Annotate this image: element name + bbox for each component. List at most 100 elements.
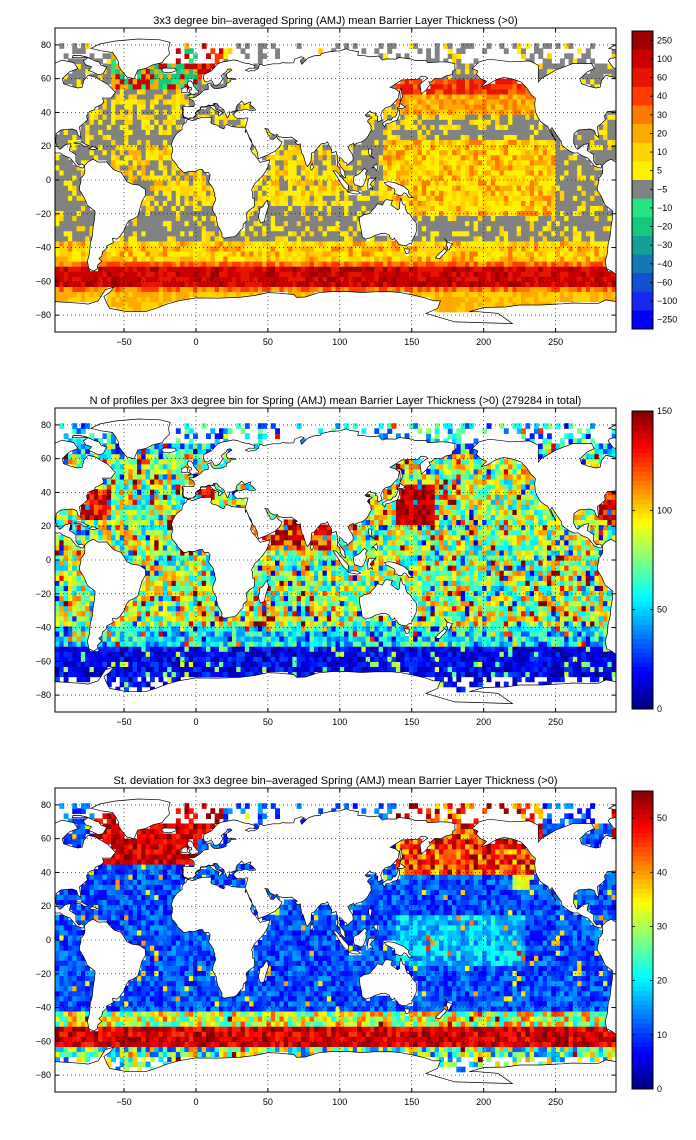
bin-cell (469, 159, 475, 166)
bin-cell (525, 230, 531, 237)
bin-cell (124, 230, 129, 237)
bin-cell (568, 230, 574, 237)
bin-cell (275, 205, 280, 211)
bin-cell (313, 190, 319, 196)
bin-cell (490, 215, 496, 222)
bin-cell (154, 240, 160, 247)
bin-cell (365, 200, 371, 206)
bin-cell (378, 164, 384, 171)
bin-cell (249, 256, 255, 262)
bin-cell (72, 453, 78, 460)
bin-cell (577, 271, 583, 277)
bin-cell (521, 109, 526, 115)
bin-cell (175, 235, 181, 242)
bin-cell (585, 159, 591, 166)
bin-cell (266, 205, 272, 211)
bin-cell (486, 174, 492, 181)
bin-cell (374, 144, 380, 151)
bin-cell (538, 190, 544, 196)
bin-cell (482, 119, 488, 125)
bin-cell (115, 159, 121, 166)
bin-cell (352, 266, 358, 272)
bin-cell (288, 210, 293, 217)
bin-cell (227, 250, 233, 257)
bin-cell (201, 174, 207, 181)
bin-cell (154, 73, 160, 80)
bin-cell (482, 220, 488, 227)
bin-cell (111, 261, 117, 267)
bin-cell (292, 261, 298, 267)
bin-cell (292, 225, 298, 232)
bin-cell (89, 109, 95, 115)
bin-cell (309, 215, 315, 222)
bin-cell (55, 276, 60, 282)
bin-cell (193, 261, 199, 267)
bin-cell (296, 256, 302, 262)
bin-cell (477, 149, 483, 156)
bin-cell (581, 220, 587, 227)
bin-cell (404, 124, 410, 130)
bin-cell (72, 428, 78, 434)
bin-cell (460, 159, 466, 166)
bin-cell (542, 230, 548, 237)
bin-cell (568, 174, 574, 181)
bin-cell (214, 250, 220, 257)
bin-cell (413, 266, 419, 272)
bin-cell (607, 109, 613, 115)
bin-cell (447, 301, 453, 308)
bin-cell (611, 144, 616, 151)
bin-cell (344, 169, 350, 176)
bin-cell (331, 164, 337, 171)
bin-cell (434, 98, 440, 105)
bin-cell (374, 250, 380, 257)
bin-cell (154, 109, 160, 115)
bin-cell (106, 276, 112, 282)
bin-cell (395, 195, 401, 201)
bin-cell (124, 276, 129, 282)
bin-cell (111, 139, 117, 146)
bin-cell (331, 235, 337, 242)
bin-cell (607, 276, 613, 282)
bin-cell (413, 276, 419, 282)
bin-cell (603, 245, 608, 252)
bin-cell (512, 205, 518, 211)
bin-cell (171, 276, 177, 282)
bin-cell (162, 169, 168, 176)
bin-cell (404, 266, 410, 272)
bin-cell (335, 190, 341, 196)
bin-cell (106, 296, 112, 303)
bin-cell (76, 514, 82, 521)
bin-cell (400, 78, 406, 85)
bin-cell (305, 190, 311, 196)
bin-cell (309, 225, 315, 232)
bin-cell (534, 235, 539, 242)
bin-cell (439, 93, 444, 100)
bin-cell (106, 245, 112, 252)
bin-cell (594, 78, 600, 85)
bin-cell (464, 139, 470, 146)
bin-cell (477, 104, 483, 110)
bin-cell (175, 63, 181, 70)
bin-cell (197, 205, 203, 211)
bin-cell (495, 200, 501, 206)
bin-cell (63, 656, 69, 662)
bin-cell (572, 164, 578, 171)
bin-cell (434, 286, 440, 293)
bin-cell (456, 235, 462, 242)
bin-cell (585, 286, 591, 293)
bin-cell (512, 134, 518, 141)
bin-cell (119, 266, 125, 272)
bin-cell (443, 276, 449, 282)
bin-cell (76, 220, 82, 227)
bin-cell (72, 134, 78, 141)
bin-cell (63, 271, 69, 277)
bin-cell (266, 180, 272, 186)
bin-cell (534, 48, 539, 54)
bin-cell (279, 281, 285, 287)
bin-cell (374, 159, 380, 166)
bin-cell (210, 48, 216, 54)
bin-cell (473, 104, 479, 110)
bin-cell (175, 220, 181, 227)
bin-cell (154, 301, 160, 308)
land-outline (607, 57, 616, 69)
